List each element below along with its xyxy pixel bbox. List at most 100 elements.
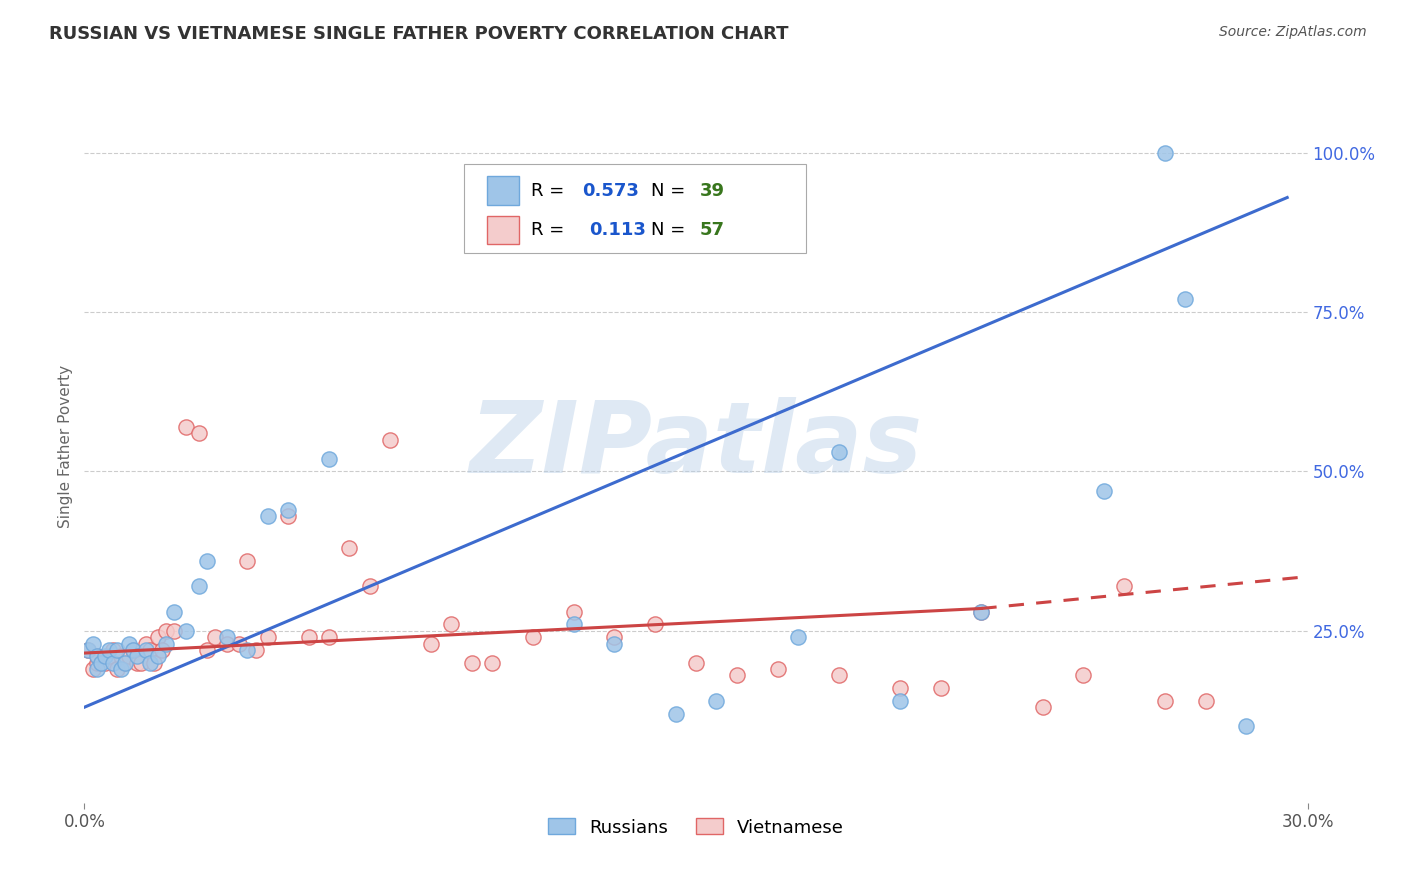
Point: [929, 681, 952, 695]
Point: [970, 605, 993, 619]
Point: [187, 426, 209, 441]
Point: [146, 630, 169, 644]
Point: [118, 636, 141, 650]
Point: [127, 649, 149, 664]
Text: Source: ZipAtlas.com: Source: ZipAtlas.com: [1219, 25, 1367, 39]
Point: [257, 630, 280, 644]
Point: [146, 649, 169, 664]
Point: [318, 630, 340, 644]
Point: [90, 656, 112, 670]
Point: [257, 509, 280, 524]
Text: 39: 39: [700, 182, 724, 200]
Point: [101, 656, 124, 670]
Point: [135, 636, 157, 650]
Point: [155, 624, 177, 638]
Point: [236, 643, 259, 657]
Point: [1236, 719, 1258, 733]
Point: [277, 502, 299, 516]
Point: [82, 636, 104, 650]
Point: [481, 656, 503, 670]
Point: [86, 649, 108, 664]
Point: [105, 662, 128, 676]
Point: [90, 656, 112, 670]
Point: [217, 636, 239, 650]
Point: [228, 636, 250, 650]
Point: [562, 617, 585, 632]
Point: [187, 579, 209, 593]
Point: [118, 649, 141, 664]
Point: [380, 433, 402, 447]
Point: [195, 643, 218, 657]
Y-axis label: Single Father Poverty: Single Father Poverty: [58, 365, 73, 527]
Point: [298, 630, 321, 644]
Point: [163, 624, 186, 638]
Point: [522, 630, 544, 644]
Point: [110, 662, 132, 676]
Point: [420, 636, 443, 650]
Text: R =: R =: [531, 182, 569, 200]
Point: [122, 643, 145, 657]
Text: R =: R =: [531, 221, 575, 239]
Text: 0.573: 0.573: [582, 182, 640, 200]
Point: [1114, 579, 1136, 593]
Text: ZIPatlas: ZIPatlas: [470, 398, 922, 494]
FancyBboxPatch shape: [486, 177, 519, 205]
Point: [150, 643, 173, 657]
Point: [889, 681, 911, 695]
Point: [461, 656, 484, 670]
Point: [318, 451, 340, 466]
Point: [1174, 293, 1197, 307]
Point: [86, 656, 108, 670]
Point: [1032, 700, 1054, 714]
Point: [97, 649, 120, 664]
FancyBboxPatch shape: [486, 216, 519, 244]
Point: [828, 445, 851, 459]
Point: [665, 706, 688, 721]
Point: [1154, 145, 1177, 160]
Point: [339, 541, 361, 555]
Point: [1195, 694, 1218, 708]
Point: [86, 662, 108, 676]
Point: [127, 656, 149, 670]
Point: [217, 630, 239, 644]
Point: [889, 694, 911, 708]
Point: [603, 636, 626, 650]
Text: 0.113: 0.113: [589, 221, 647, 239]
Text: N =: N =: [651, 221, 690, 239]
Point: [644, 617, 666, 632]
Point: [828, 668, 851, 682]
Text: 57: 57: [700, 221, 724, 239]
Point: [1092, 483, 1115, 498]
Point: [138, 656, 160, 670]
Point: [562, 605, 585, 619]
Point: [114, 656, 136, 670]
Point: [105, 643, 128, 657]
Point: [706, 694, 728, 708]
Point: [77, 643, 100, 657]
Point: [114, 656, 136, 670]
Point: [101, 643, 124, 657]
Point: [163, 605, 186, 619]
FancyBboxPatch shape: [464, 164, 806, 253]
Point: [142, 656, 165, 670]
Point: [97, 643, 120, 657]
Point: [1073, 668, 1095, 682]
Point: [122, 643, 145, 657]
Point: [174, 624, 197, 638]
Point: [277, 509, 299, 524]
Point: [766, 662, 789, 676]
Point: [787, 630, 810, 644]
Point: [440, 617, 463, 632]
Point: [204, 630, 226, 644]
Point: [138, 643, 160, 657]
Text: N =: N =: [651, 182, 690, 200]
Point: [1154, 694, 1177, 708]
Point: [245, 643, 267, 657]
Point: [685, 656, 707, 670]
Point: [155, 636, 177, 650]
Point: [603, 630, 626, 644]
Point: [86, 649, 108, 664]
Point: [195, 554, 218, 568]
Point: [725, 668, 748, 682]
Point: [174, 420, 197, 434]
